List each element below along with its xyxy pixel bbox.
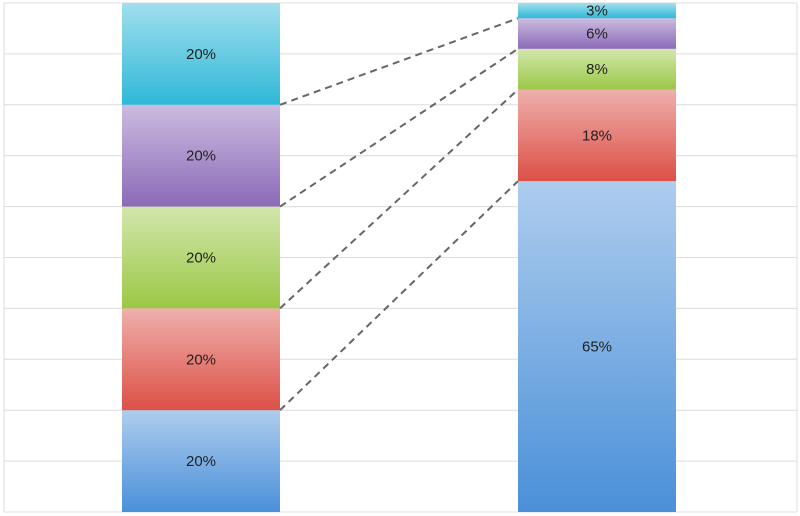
bar-segment	[122, 410, 280, 512]
data-label: 3%	[586, 3, 608, 20]
bar-segment	[122, 3, 280, 105]
bar-segment	[122, 206, 280, 309]
bar-segment	[518, 3, 676, 19]
data-label: 20%	[186, 46, 216, 63]
bar-segment	[122, 104, 280, 207]
bar-segment	[122, 308, 280, 411]
data-label: 20%	[186, 148, 216, 165]
connector-line	[279, 17, 519, 106]
connector-lines	[279, 17, 519, 411]
bars	[122, 3, 676, 512]
connector-line	[279, 88, 519, 310]
data-label: 65%	[582, 339, 612, 356]
data-label: 8%	[586, 61, 608, 78]
data-labels: 20% 20% 20% 20% 20% 65% 18% 8% 6% 3%	[186, 3, 612, 470]
bar-segment	[518, 18, 676, 49]
data-label: 18%	[582, 127, 612, 144]
connector-line	[279, 47, 519, 208]
data-label: 20%	[186, 453, 216, 470]
bar-segment	[518, 181, 676, 512]
data-label: 20%	[186, 250, 216, 267]
connector-line	[279, 180, 519, 411]
bar-segment	[518, 48, 676, 90]
bar-segment	[518, 89, 676, 182]
data-label: 6%	[586, 26, 608, 43]
data-label: 20%	[186, 351, 216, 368]
